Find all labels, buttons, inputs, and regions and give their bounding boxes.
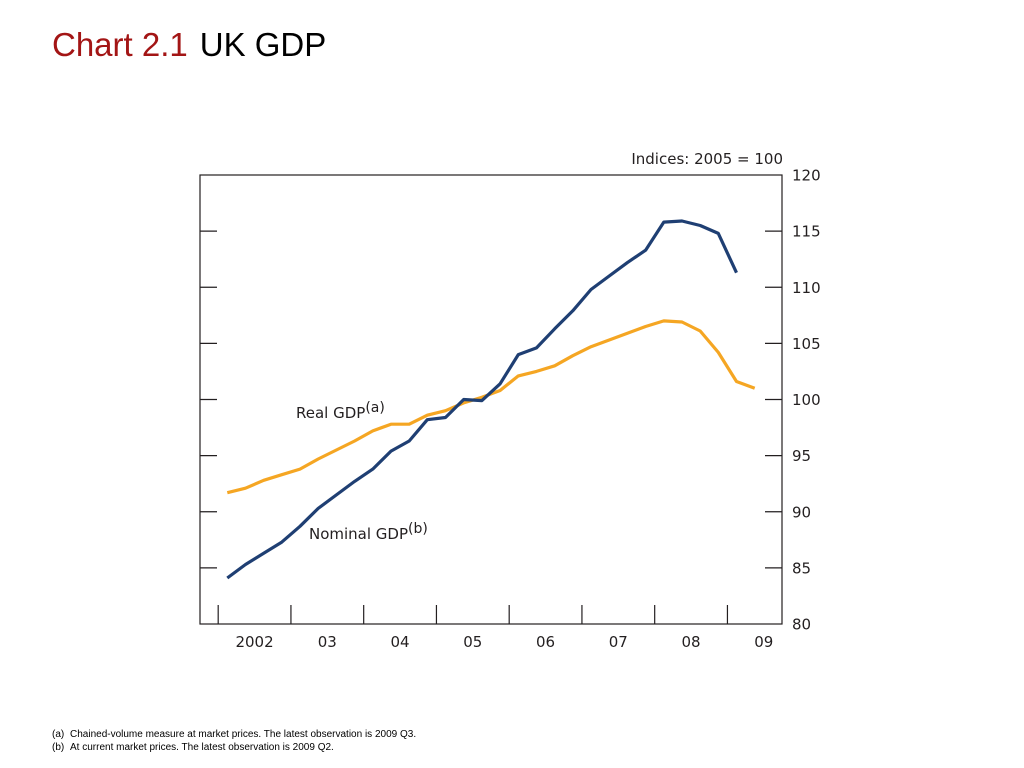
y-tick-label: 115 bbox=[792, 223, 821, 241]
x-axis: 2002 03 04 05 06 07 08 09 bbox=[217, 605, 773, 651]
chart: Indices: 2005 = 100 80 85 90 95 100 105 110 115… bbox=[199, 150, 821, 651]
y-tick-label: 90 bbox=[792, 503, 811, 521]
footnotes: (a) Chained-volume measure at market pric… bbox=[52, 729, 416, 754]
y-tick-label: 95 bbox=[792, 447, 811, 465]
units-label: Indices: 2005 = 100 bbox=[631, 150, 783, 168]
x-tick-label: 06 bbox=[536, 633, 555, 651]
footnote-b-text: At current market prices. The latest obs… bbox=[70, 741, 334, 753]
series-label-nominal-gdp: Nominal GDP(b) bbox=[309, 521, 428, 543]
series-group bbox=[226, 219, 756, 580]
y-tick-label: 105 bbox=[792, 335, 821, 353]
x-tick-label: 08 bbox=[682, 633, 701, 651]
x-tick-label: 07 bbox=[609, 633, 628, 651]
chart-title: UK GDP bbox=[199, 26, 327, 63]
page-title: Chart 2.1 UK GDP bbox=[52, 26, 326, 64]
x-tick-label: 09 bbox=[754, 633, 773, 651]
chart-number: Chart 2.1 bbox=[52, 26, 188, 63]
x-tick-label: 03 bbox=[318, 633, 337, 651]
y-tick-label: 120 bbox=[792, 167, 821, 185]
footnote-a-text: Chained-volume measure at market prices.… bbox=[70, 729, 417, 740]
series-label-nominal-gdp-sup: (b) bbox=[408, 521, 428, 537]
footnote-a: (a) Chained-volume measure at market pric… bbox=[52, 729, 416, 742]
plot-frame bbox=[199, 174, 783, 625]
series-label-real-gdp-text: Real GDP bbox=[296, 404, 365, 422]
series-label-nominal-gdp-text: Nominal GDP bbox=[309, 525, 408, 543]
y-tick-label: 100 bbox=[792, 391, 821, 409]
y-axis: 80 85 90 95 100 105 110 115 120 bbox=[200, 167, 821, 634]
series-line-nominal-gdp bbox=[226, 219, 738, 580]
x-tick-label: 04 bbox=[391, 633, 410, 651]
footnote-b-mark: (b) bbox=[52, 741, 65, 753]
y-tick-label: 80 bbox=[792, 616, 811, 634]
footnote-a-mark: (a) bbox=[52, 729, 65, 740]
series-label-real-gdp-sup: (a) bbox=[365, 400, 385, 416]
y-tick-label: 110 bbox=[792, 279, 821, 297]
footnote-b: (b) At current market prices. The latest … bbox=[52, 742, 416, 755]
x-tick-label: 2002 bbox=[235, 633, 273, 651]
series-label-real-gdp: Real GDP(a) bbox=[296, 400, 385, 422]
x-tick-label: 05 bbox=[463, 633, 482, 651]
y-tick-label: 85 bbox=[792, 559, 811, 577]
